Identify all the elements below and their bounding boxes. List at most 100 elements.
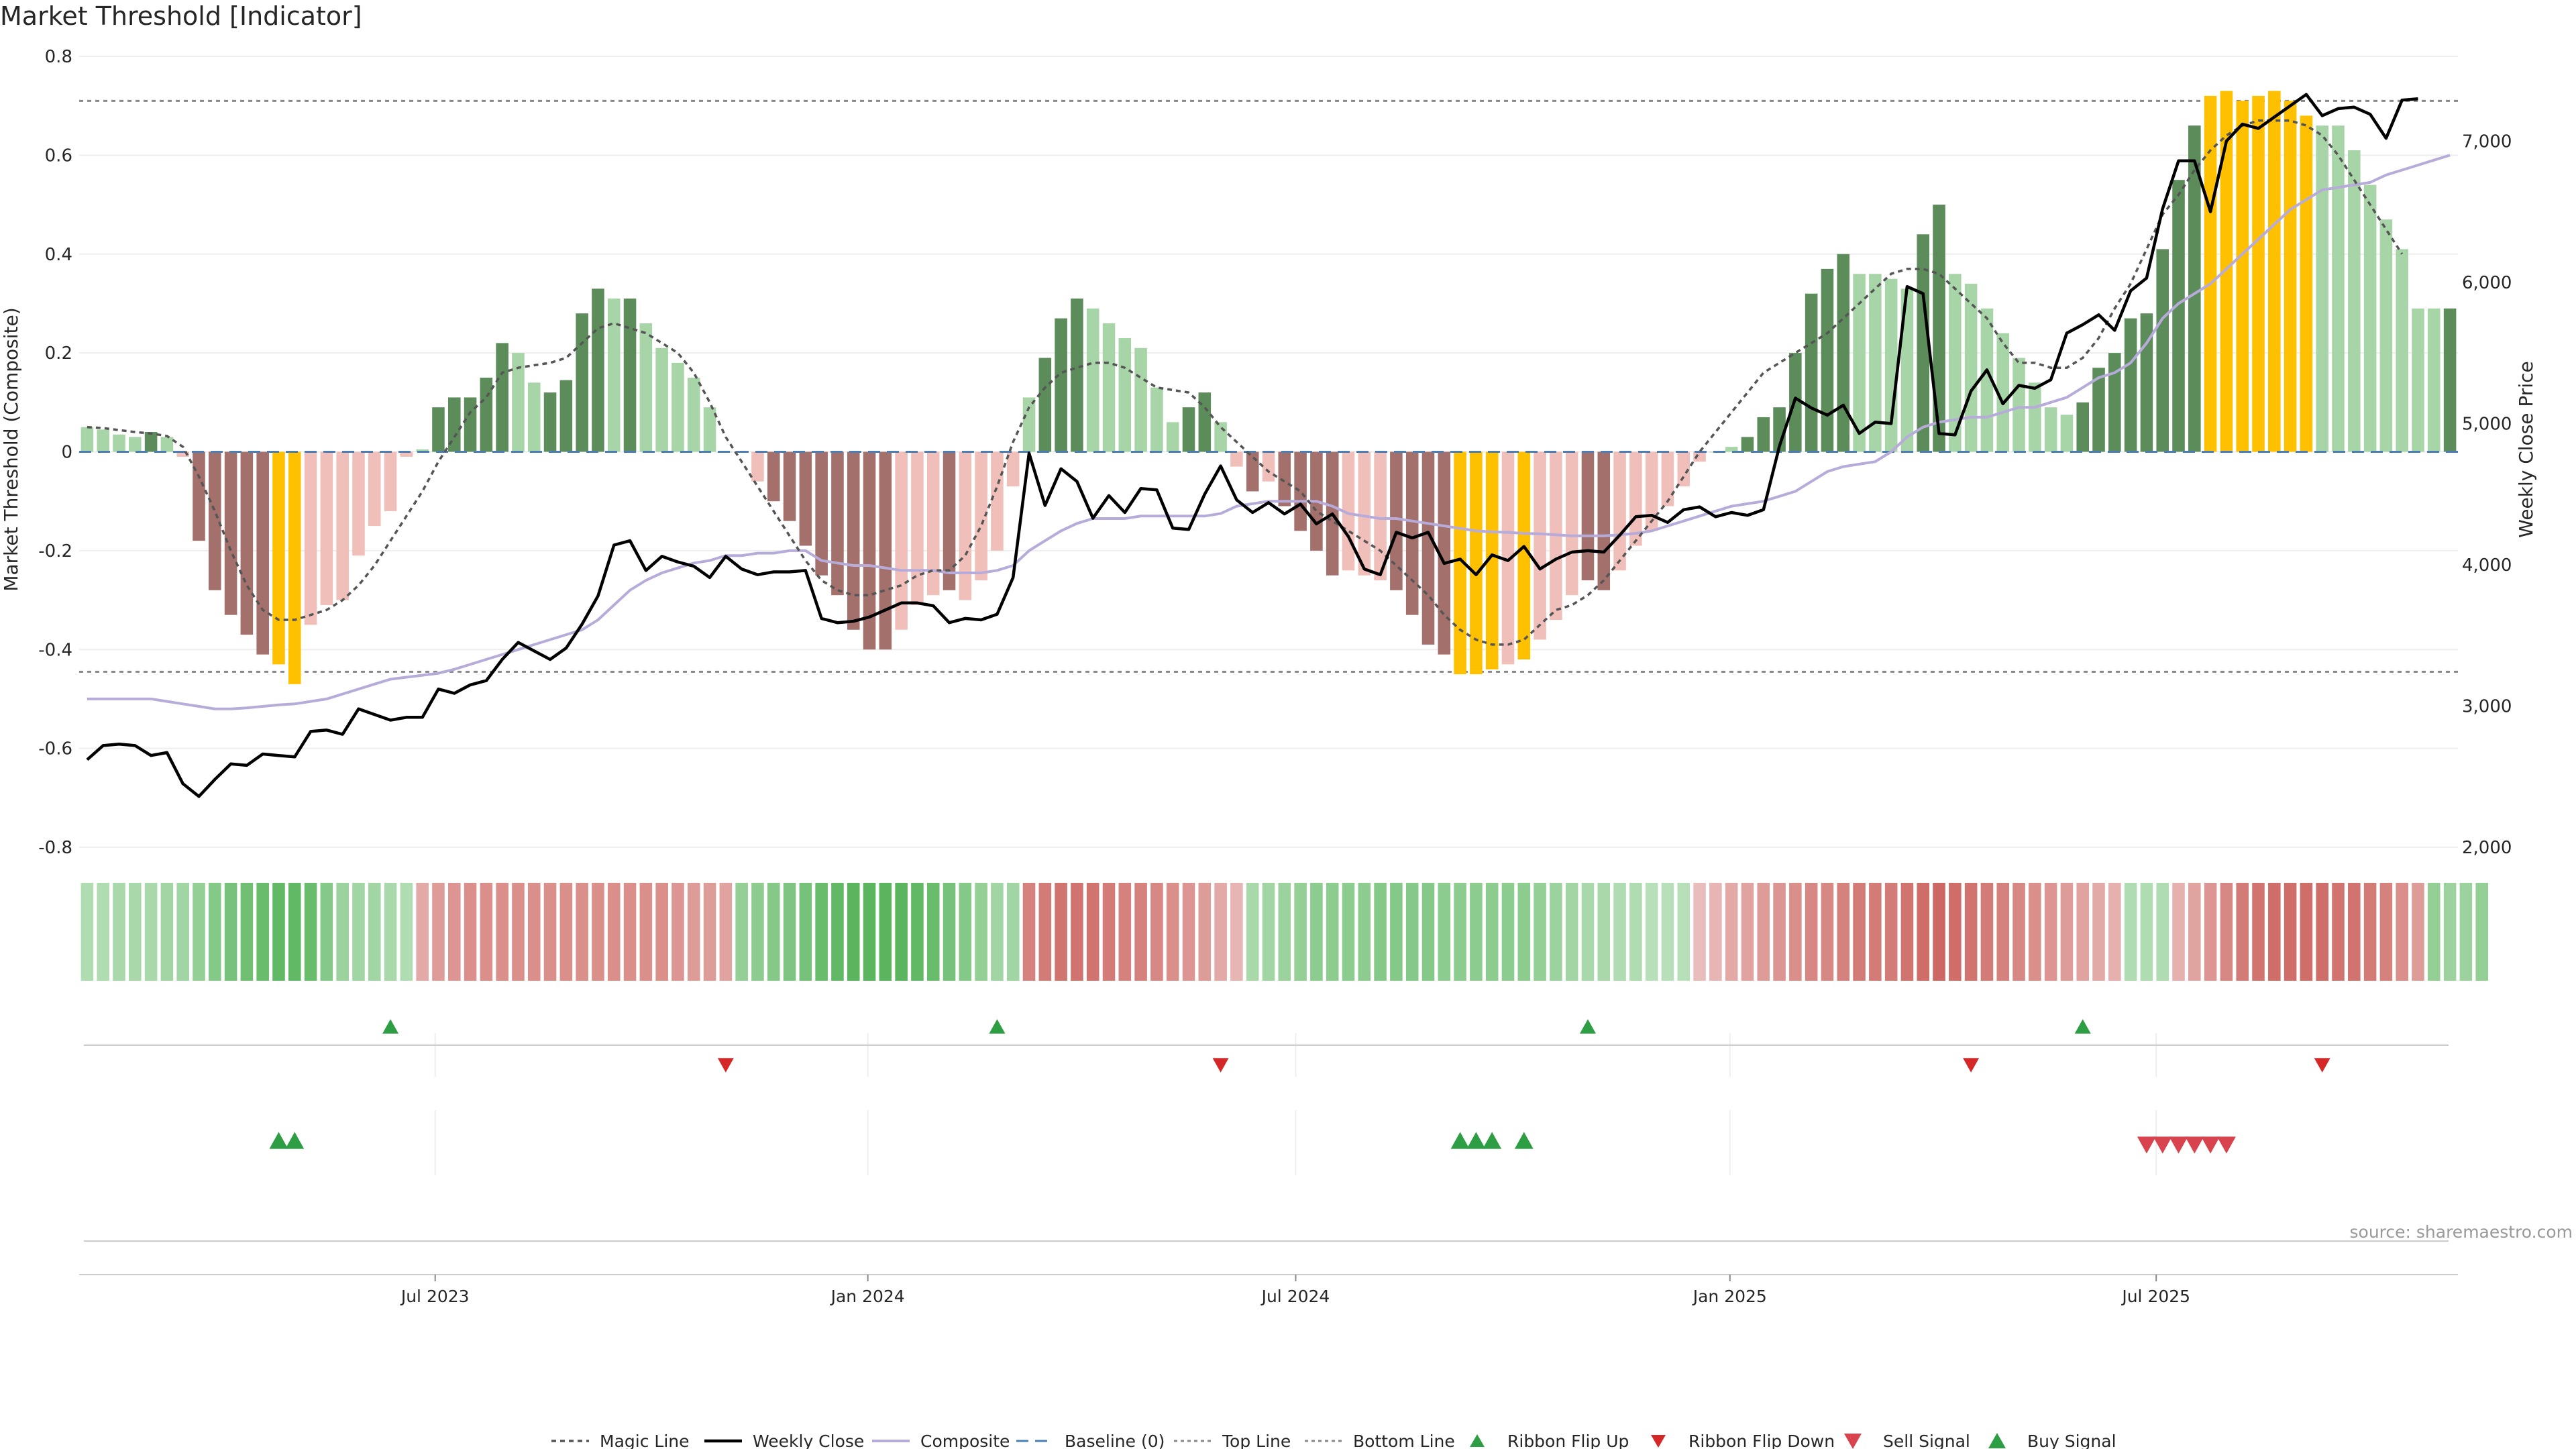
histogram-bar [799, 451, 812, 546]
y-tick-label-right: 6,000 [2462, 273, 2512, 293]
ribbon-segment [384, 883, 397, 981]
ribbon-segment [1294, 883, 1307, 981]
histogram-bar [1485, 451, 1499, 669]
ribbon-segment [2332, 883, 2345, 981]
x-tick-label: Jul 2025 [2121, 1287, 2190, 1306]
ribbon-segment [320, 883, 333, 981]
histogram-bar [623, 299, 637, 452]
legend-label: Composite [920, 1432, 1010, 1449]
ribbon-segment [943, 883, 956, 981]
y-tick-label-left: 0 [61, 443, 72, 463]
ribbon-segment [1214, 883, 1227, 981]
ribbon-segment [2475, 883, 2488, 981]
histogram-bar [288, 451, 301, 684]
histogram-bar [256, 451, 269, 655]
histogram-bar [847, 451, 860, 630]
ribbon-segment [1342, 883, 1355, 981]
ribbon-segment [1693, 883, 1706, 981]
histogram-bar [2092, 368, 2105, 452]
ribbon-segment [799, 883, 812, 981]
ribbon-segment [1102, 883, 1116, 981]
ribbon-segment [1661, 883, 1674, 981]
histogram-bar [1022, 397, 1036, 452]
histogram-bar [1821, 268, 1834, 452]
ribbon-segment [623, 883, 637, 981]
ribbon-segment [240, 883, 254, 981]
ribbon-segment [687, 883, 700, 981]
ribbon-segment [1789, 883, 1802, 981]
histogram-bar [527, 382, 541, 452]
y-tick-label-right: 5,000 [2462, 414, 2512, 434]
ribbon-segment [2060, 883, 2074, 981]
histogram-bar [943, 451, 956, 590]
histogram-bar [2300, 115, 2313, 452]
ribbon-segment [1773, 883, 1786, 981]
ribbon-segment [2124, 883, 2137, 981]
ribbon-segment [1853, 883, 1866, 981]
histogram-bar [1837, 254, 1850, 452]
histogram-bar [1949, 274, 1962, 452]
histogram-bar [1102, 323, 1116, 452]
legend-label: Top Line [1222, 1432, 1291, 1449]
ribbon-segment [1006, 883, 1020, 981]
ribbon-segment [1821, 883, 1834, 981]
ribbon-segment [1964, 883, 1978, 981]
legend-item-buy: Buy Signal [1988, 1432, 2116, 1449]
ribbon-segment [1071, 883, 1083, 981]
ribbon-segment [1358, 883, 1371, 981]
histogram-bar [1565, 451, 1578, 596]
histogram-bar [2379, 219, 2393, 452]
x-tick-label: Jan 2024 [830, 1287, 905, 1306]
histogram-bar [113, 434, 125, 452]
y-axis-label-left: Market Threshold (Composite) [0, 307, 22, 591]
legend-label: Weekly Close [753, 1432, 864, 1449]
histogram-bar [1006, 451, 1020, 487]
ribbon-flip-down-marker [1963, 1058, 1980, 1073]
histogram-bar [2443, 308, 2457, 452]
ribbon-segment [400, 883, 413, 981]
histogram-bar [1118, 338, 1132, 452]
histogram-bar [1390, 451, 1403, 590]
legend-item-flipdown: Ribbon Flip Down [1651, 1432, 1835, 1449]
histogram-bar [959, 451, 972, 600]
ribbon-segment [895, 883, 908, 981]
legend-item-top: Top Line [1174, 1432, 1291, 1449]
histogram-bar [2252, 95, 2265, 452]
ribbon-segment [256, 883, 269, 981]
histogram-bar [2268, 91, 2281, 452]
ribbon-segment [2443, 883, 2457, 981]
ribbon-segment [527, 883, 541, 981]
legend-label: Ribbon Flip Down [1688, 1432, 1835, 1449]
ribbon-segment [2108, 883, 2121, 981]
histogram-bar [1645, 451, 1658, 531]
histogram-bar [1230, 451, 1243, 467]
ribbon-segment [1597, 883, 1611, 981]
ribbon-segment [416, 883, 429, 981]
sell-signal-marker [2201, 1136, 2220, 1154]
ribbon-segment [639, 883, 653, 981]
histogram-bar [639, 323, 653, 452]
histogram-bar [1086, 308, 1099, 452]
x-tick-label: Jul 2024 [1260, 1287, 1330, 1306]
histogram-bar [224, 451, 237, 615]
legend-swatch [1844, 1434, 1862, 1449]
histogram-bar [1534, 451, 1546, 640]
ribbon-segment [2412, 883, 2424, 981]
legend-label: Baseline (0) [1065, 1432, 1165, 1449]
histogram-bar [1613, 451, 1626, 571]
histogram-bar [1294, 451, 1307, 531]
ribbon-segment [1310, 883, 1323, 981]
histogram-bar [272, 451, 285, 665]
buy-signal-marker [1483, 1132, 1502, 1149]
ribbon-segment [1470, 883, 1483, 981]
histogram-bar [480, 377, 493, 452]
histogram-bars [80, 91, 2457, 684]
ribbon-segment [368, 883, 381, 981]
ribbon-segment [672, 883, 684, 981]
ribbon-segment [1725, 883, 1738, 981]
ribbon-segment [2140, 883, 2153, 981]
histogram-bar [1917, 234, 1930, 452]
ribbon-segment [1038, 883, 1052, 981]
series-lines [79, 93, 2458, 798]
y-tick-label-left: 0.2 [45, 343, 72, 364]
